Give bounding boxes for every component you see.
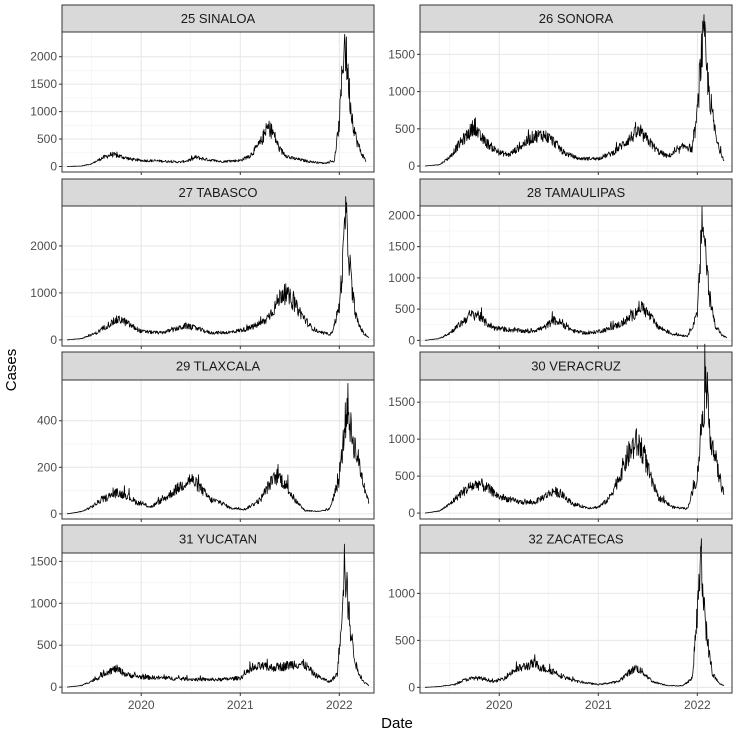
y-tick-label: 0 [408, 506, 415, 520]
panel-8: 32 ZACATECAS 0 500 1000 2020 2021 2022 [388, 524, 733, 712]
y-tick-label: 2000 [388, 208, 415, 222]
x-tick-label: 2021 [227, 698, 254, 712]
y-tick-label: 1000 [388, 85, 415, 99]
panel-1: 25 SINALOA 0 500 1000 1500 2000 [30, 4, 375, 175]
panel-title: 26 SONORA [539, 11, 614, 26]
panel-title: 28 TAMAULIPAS [527, 185, 626, 200]
series-line [67, 33, 367, 167]
y-tick-label: 0 [50, 160, 57, 174]
y-tick-label: 1000 [30, 286, 57, 300]
y-tick-label: 1500 [388, 240, 415, 254]
y-tick-label: 500 [37, 638, 57, 652]
panel-3: 27 TABASCO 0 1000 2000 [30, 178, 375, 349]
y-tick-label: 0 [50, 680, 57, 694]
panel-title: 30 VERACRUZ [531, 359, 621, 374]
panel-strip [61, 524, 375, 554]
y-tick-label: 0 [408, 159, 415, 173]
y-tick-label: 2000 [30, 50, 57, 64]
panel-border [419, 552, 733, 694]
y-tick-label: 1500 [30, 554, 57, 568]
panel-border [419, 31, 733, 173]
panel-border [419, 205, 733, 347]
y-tick-label: 1000 [30, 105, 57, 119]
series-line [67, 196, 370, 341]
y-tick-label: 0 [408, 333, 415, 347]
panel-7: 31 YUCATAN 0 500 1000 1500 2020 2021 2022 [30, 524, 375, 712]
panel-strip [419, 524, 733, 554]
y-tick-label: 500 [395, 469, 415, 483]
y-tick-label: 0 [50, 507, 57, 521]
panel-4: 28 TAMAULIPAS 0 500 1000 1500 2000 [388, 178, 733, 349]
x-tick-label: 2022 [684, 698, 711, 712]
panel-strip [419, 178, 733, 207]
y-tick-label: 200 [37, 460, 57, 474]
y-tick-label: 1500 [30, 77, 57, 91]
y-tick-label: 1000 [388, 586, 415, 600]
series-line [425, 14, 725, 167]
y-tick-label: 1000 [30, 596, 57, 610]
panel-border [61, 379, 375, 520]
y-tick-label: 500 [37, 132, 57, 146]
y-tick-label: 400 [37, 414, 57, 428]
panel-title: 27 TABASCO [179, 185, 258, 200]
y-tick-label: 1000 [388, 432, 415, 446]
panel-title: 32 ZACATECAS [528, 532, 623, 547]
plot-area [420, 380, 732, 519]
plot-area [62, 32, 374, 172]
plot-area [420, 32, 732, 172]
x-tick-label: 2022 [326, 698, 353, 712]
x-tick-label: 2020 [486, 698, 513, 712]
plot-area [420, 206, 732, 346]
series-line [66, 383, 370, 515]
panel-title: 29 TLAXCALA [176, 359, 261, 374]
panel-6: 30 VERACRUZ 0 500 1000 1500 [388, 343, 733, 522]
y-tick-label: 1500 [388, 395, 415, 409]
x-tick-label: 2021 [585, 698, 612, 712]
panel-strip [61, 351, 375, 381]
y-tick-label: 500 [395, 302, 415, 316]
series-line [424, 343, 725, 514]
y-tick-label: 0 [50, 333, 57, 347]
y-tick-label: 1500 [388, 47, 415, 61]
plot-area [62, 380, 374, 519]
series-line [67, 543, 370, 688]
y-tick-label: 0 [408, 680, 415, 694]
y-tick-label: 1000 [388, 271, 415, 285]
series-line [424, 206, 728, 341]
panel-5: 29 TLAXCALA 0 200 400 [37, 351, 375, 522]
panel-strip [419, 4, 733, 33]
series-line [424, 538, 725, 688]
x-axis-title: Date [381, 715, 413, 732]
panel-border [61, 552, 375, 694]
y-axis-title: Cases [3, 349, 20, 392]
panel-strip [61, 178, 375, 207]
x-tick-label: 2020 [128, 698, 155, 712]
plot-area [420, 553, 732, 693]
panel-2: 26 SONORA 0 500 1000 1500 [388, 4, 733, 175]
panel-border [61, 205, 375, 347]
panel-border [61, 31, 375, 173]
panel-title: 25 SINALOA [181, 11, 256, 26]
panel-title: 31 YUCATAN [179, 532, 257, 547]
y-tick-label: 500 [395, 122, 415, 136]
panel-border [419, 379, 733, 520]
panel-strip [61, 4, 375, 33]
y-tick-label: 500 [395, 633, 415, 647]
y-tick-label: 2000 [30, 239, 57, 253]
